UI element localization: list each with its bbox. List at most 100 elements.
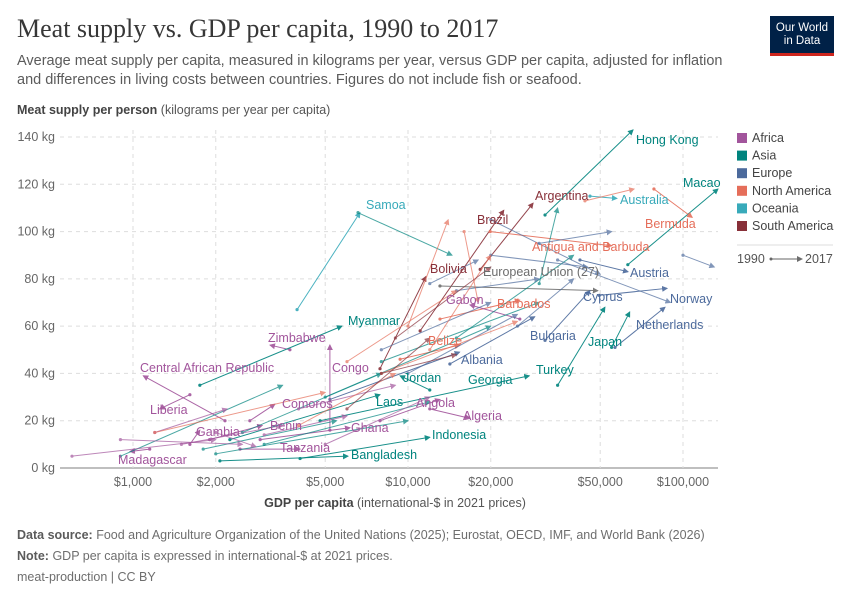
series-label: Austria bbox=[630, 266, 669, 280]
arrow-line bbox=[517, 278, 575, 327]
note-label: Note: bbox=[17, 549, 49, 563]
arrow-line bbox=[158, 394, 191, 410]
legend-item-europe[interactable]: Europe bbox=[737, 166, 792, 180]
arrow-line bbox=[154, 390, 327, 434]
arrow-unlabeled bbox=[556, 258, 672, 304]
legend-swatch bbox=[737, 168, 747, 179]
x-axis-label: GDP per capita (international-$ in 2021 … bbox=[0, 496, 790, 510]
legend-item-africa[interactable]: Africa bbox=[737, 131, 784, 145]
start-point bbox=[583, 199, 587, 203]
start-point bbox=[296, 423, 301, 428]
start-point bbox=[288, 348, 292, 352]
arrow-line bbox=[653, 188, 693, 218]
series-label: Bermuda bbox=[645, 217, 696, 231]
arrow-line bbox=[463, 231, 481, 304]
start-point bbox=[438, 317, 442, 321]
arrow-bangladesh bbox=[218, 453, 349, 463]
start-point bbox=[148, 447, 152, 451]
owid-logo[interactable]: Our World in Data bbox=[770, 16, 834, 56]
logo-line-2: in Data bbox=[783, 34, 821, 47]
start-point bbox=[228, 438, 232, 442]
start-point bbox=[214, 452, 218, 456]
arrow-unlabeled bbox=[179, 423, 284, 446]
y-tick-label: 40 kg bbox=[24, 366, 55, 380]
arrow-unlabeled bbox=[393, 266, 492, 340]
arrow-line bbox=[298, 383, 397, 410]
series-label: Netherlands bbox=[636, 318, 703, 332]
license[interactable]: meat-production | CC BY bbox=[17, 570, 156, 584]
arrow-macao bbox=[626, 188, 719, 267]
arrow-unlabeled bbox=[153, 390, 327, 435]
y-tick-label: 20 kg bbox=[24, 414, 55, 428]
arrow-hong-kong bbox=[543, 129, 634, 217]
start-point bbox=[406, 371, 410, 376]
arrow-unlabeled bbox=[406, 218, 450, 328]
arrow-line bbox=[557, 259, 672, 304]
arrow-line bbox=[539, 229, 613, 244]
series-label: Norway bbox=[670, 292, 713, 306]
arrow-samoa bbox=[295, 211, 361, 312]
arrow-unlabeled bbox=[214, 430, 257, 448]
arrow-line bbox=[181, 423, 284, 445]
legend-swatch bbox=[737, 221, 747, 231]
arrow-unlabeled bbox=[345, 290, 458, 364]
y-tick-label: 0 kg bbox=[31, 461, 55, 475]
arrow-unlabeled bbox=[356, 211, 453, 256]
arrow-liberia bbox=[158, 393, 192, 410]
arrow-line bbox=[299, 435, 431, 460]
start-point bbox=[153, 430, 157, 435]
x-tick-label: $2,000 bbox=[197, 475, 235, 489]
arrow-bermuda bbox=[652, 187, 693, 218]
arrow-line bbox=[381, 352, 458, 374]
start-point bbox=[556, 383, 560, 387]
arrow-algeria bbox=[428, 407, 471, 421]
time-legend-start: 1990 bbox=[737, 252, 765, 266]
legend-item-oceania[interactable]: Oceania bbox=[737, 201, 799, 215]
arrow-line bbox=[407, 313, 519, 374]
series-label: Angola bbox=[416, 396, 455, 410]
legend-item-south-america[interactable]: South America bbox=[737, 219, 833, 233]
start-point bbox=[489, 218, 493, 222]
arrow-line bbox=[544, 129, 634, 216]
legend-item-asia[interactable]: Asia bbox=[737, 149, 776, 163]
start-point bbox=[218, 459, 222, 463]
start-point bbox=[328, 428, 332, 432]
arrow-cyprus bbox=[543, 289, 591, 342]
series-label: Myanmar bbox=[348, 314, 400, 328]
arrow-line bbox=[298, 372, 397, 426]
x-tick-label: $1,000 bbox=[114, 475, 152, 489]
arrow-line bbox=[599, 285, 669, 296]
arrow-unlabeled bbox=[214, 418, 409, 456]
arrow-line bbox=[264, 414, 348, 436]
arrow-line bbox=[381, 301, 492, 351]
start-point bbox=[537, 281, 541, 286]
arrow-bolivia bbox=[378, 275, 427, 371]
y-tick-label: 80 kg bbox=[24, 272, 55, 286]
arrow-line bbox=[120, 439, 244, 448]
legend-label: North America bbox=[752, 184, 831, 198]
series-label: Gambia bbox=[196, 425, 240, 439]
start-point bbox=[488, 229, 492, 234]
series-label: Indonesia bbox=[432, 428, 486, 442]
arrow-line bbox=[346, 290, 458, 363]
series-label: Benin bbox=[270, 419, 302, 433]
start-point bbox=[588, 194, 592, 198]
start-point bbox=[201, 447, 205, 451]
note: Note: GDP per capita is expressed in int… bbox=[17, 549, 393, 563]
arrow-line bbox=[682, 254, 716, 269]
arrow-myanmar bbox=[198, 325, 343, 387]
series-label: Comoros bbox=[282, 397, 333, 411]
series-arrows bbox=[70, 129, 719, 463]
arrow-line bbox=[379, 275, 427, 369]
start-point bbox=[448, 362, 452, 366]
arrow-unlabeled bbox=[454, 276, 541, 293]
series-label: Japan bbox=[588, 335, 622, 349]
series-label: Gabon bbox=[446, 293, 484, 307]
start-point bbox=[214, 430, 218, 435]
arrow-line bbox=[584, 187, 636, 202]
legend-item-north-america[interactable]: North America bbox=[737, 184, 831, 198]
series-label: Bolivia bbox=[430, 262, 467, 276]
start-point bbox=[393, 336, 398, 340]
arrow-line bbox=[544, 289, 591, 341]
